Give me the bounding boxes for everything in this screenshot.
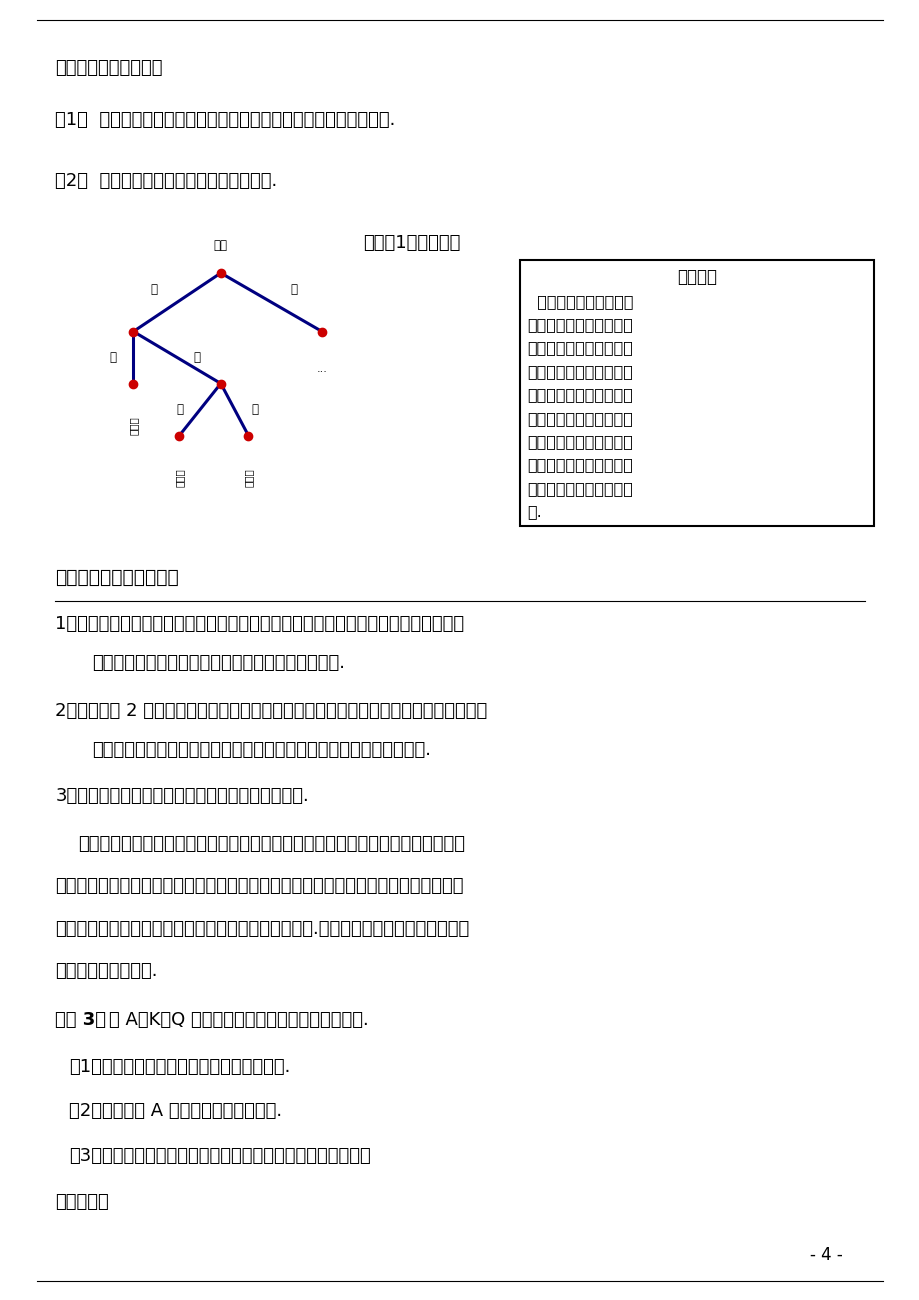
Text: （1）利用树状图法列出所有可能发生的结果.: （1）利用树状图法列出所有可能发生的结果.: [69, 1058, 290, 1076]
Text: 的事件，因此，树状图法应当比列表法应用的更加广泛.而正确建立树状图的前提还是要: 的事件，因此，树状图法应当比列表法应用的更加广泛.而正确建立树状图的前提还是要: [55, 920, 469, 939]
Text: 解：（略）: 解：（略）: [55, 1193, 108, 1212]
Text: （1）  请你完成下面表示游戏一个回合所有可能出现的结果的树状图.: （1） 请你完成下面表示游戏一个回合所有可能出现的结果的树状图.: [55, 111, 395, 129]
Text: 活动 3：: 活动 3：: [55, 1011, 106, 1030]
Text: ...: ...: [316, 364, 327, 374]
Text: 3、由成绩较弱的同学发言，其他同学帮助他们纠正.: 3、由成绩较弱的同学发言，其他同学帮助他们纠正.: [55, 786, 309, 805]
Text: 三人手中各持有一枚质: 三人手中各持有一枚质: [527, 294, 633, 309]
Text: 棋.: 棋.: [527, 504, 541, 520]
Text: 呈现的结果会非常清楚，如果用列表法则很难体现，列表法适用于有两个有序因素组成: 呈现的结果会非常清楚，如果用列表法则很难体现，列表法适用于有两个有序因素组成: [55, 878, 463, 896]
Text: 正: 正: [151, 282, 157, 295]
Text: 正反正: 正反正: [175, 468, 184, 486]
Text: 反: 反: [290, 282, 298, 295]
Text: 面向上或者反面向上的两: 面向上或者反面向上的两: [527, 411, 632, 426]
Text: 开始: 开始: [213, 239, 228, 252]
Text: 先下棋，规则如右图：: 先下棋，规则如右图：: [55, 58, 163, 77]
Text: 正: 正: [176, 403, 183, 416]
Text: 反: 反: [194, 351, 200, 364]
Text: 人先下棋；若三枚硬币均: 人先下棋；若三枚硬币均: [527, 434, 632, 450]
Text: 从本题看，树状图法对于有两个或两个以上的因素事件的分析有很大的帮助，而且: 从本题看，树状图法对于有两个或两个以上的因素事件的分析有很大的帮助，而且: [78, 835, 465, 853]
Text: 反: 反: [251, 403, 258, 416]
Text: （2）求翻开后 A 牌恰好排在中间的概率.: （2）求翻开后 A 牌恰好排在中间的概率.: [69, 1102, 282, 1121]
Text: 三枚硬币中，恰有两枚正: 三枚硬币中，恰有两枚正: [527, 387, 632, 403]
Text: 把 A、K、Q 三张扑克牌背面朝上，随机排成一行.: 把 A、K、Q 三张扑克牌背面朝上，随机排成一行.: [109, 1011, 369, 1030]
Text: ［本次活动的主要目的］: ［本次活动的主要目的］: [55, 568, 179, 588]
Text: 为正面向上或反面向上，: 为正面向上或反面向上，: [527, 458, 632, 473]
Text: （2）  求一个回合能确定两人先下棋的概率.: （2） 求一个回合能确定两人先下棋的概率.: [55, 172, 278, 190]
Text: 解决，从而可以调动多数同学积极的活动起来，引发学生学习的积极性.: 解决，从而可以调动多数同学积极的活动起来，引发学生学习的积极性.: [92, 741, 430, 759]
Text: 正: 正: [109, 351, 117, 364]
Text: 2、由于活动 2 中的树状图已经给了一部分，因此可以使得大多数学生都能夠比较轻松的: 2、由于活动 2 中的树状图已经给了一部分，因此可以使得大多数学生都能夠比较轻松…: [55, 702, 487, 720]
Text: 游戏规则: 游戏规则: [676, 268, 716, 286]
Text: （3）如果不规定方法，你可以怎样列出所有可能发生的结果？: （3）如果不规定方法，你可以怎样列出所有可能发生的结果？: [69, 1147, 370, 1165]
FancyBboxPatch shape: [519, 260, 873, 526]
Text: 理解题意，分清步骤.: 理解题意，分清步骤.: [55, 962, 157, 980]
Text: 的试题，使学生比较容易接受用这样的方式进行分析.: 的试题，使学生比较容易接受用这样的方式进行分析.: [92, 654, 345, 672]
Text: 则不能确定其中两人先下: 则不能确定其中两人先下: [527, 481, 632, 497]
Text: 1、由于初次练习用树状图法列出所有可能发生的结果，因此，我安排这样一个半引导: 1、由于初次练习用树状图法列出所有可能发生的结果，因此，我安排这样一个半引导: [55, 615, 464, 633]
Text: 解：（1）树状图：: 解：（1）树状图：: [363, 234, 460, 252]
Text: 将手中硬币抛落到水平地: 将手中硬币抛落到水平地: [527, 341, 632, 356]
Text: 正正正: 正正正: [129, 416, 138, 434]
Text: - 4 -: - 4 -: [809, 1245, 842, 1264]
Text: 正反反: 正反反: [244, 468, 253, 486]
Text: 地均匀的硬币，他们同时: 地均匀的硬币，他们同时: [527, 317, 632, 333]
Text: 面为一个回合，落地后，: 面为一个回合，落地后，: [527, 364, 632, 380]
